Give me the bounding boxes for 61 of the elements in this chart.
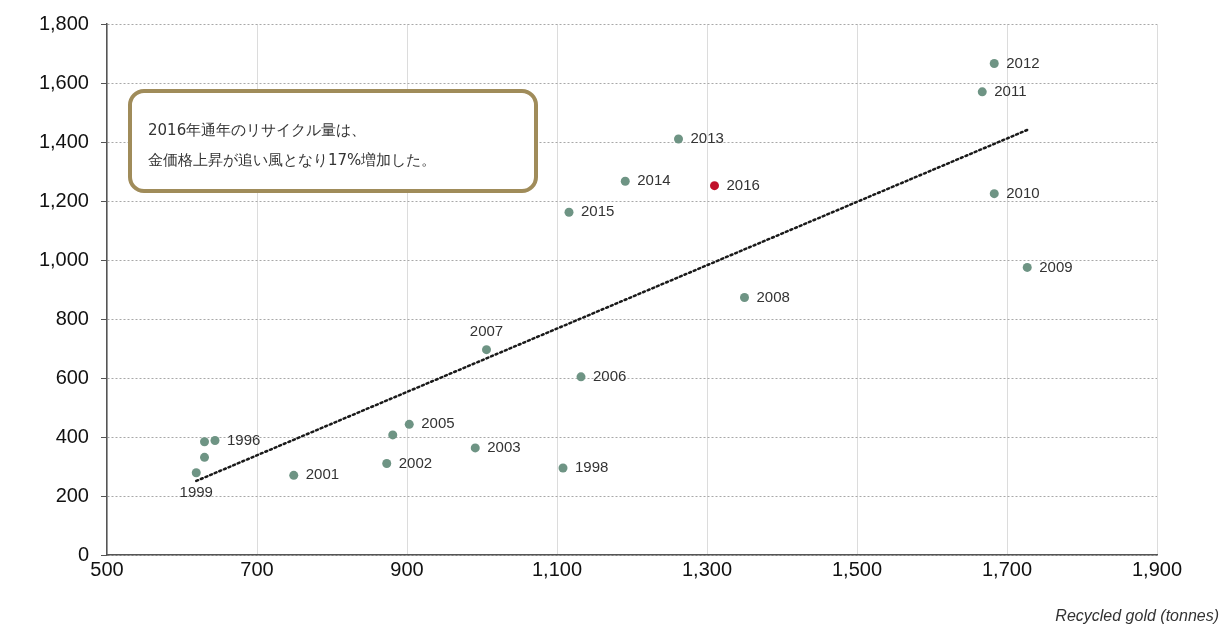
point [1022,262,1032,272]
annotation: 1999 [179,482,213,500]
y-tick-label: 1,600 [38,70,89,93]
point [576,372,586,382]
y-tick-label: 200 [55,483,89,506]
annotation: 2007 [469,321,504,339]
y-tick-label: 1,400 [38,129,89,152]
point [388,430,398,440]
annotation: 2009 [1039,257,1073,275]
annotation: 2010 [1006,183,1040,201]
annotation: 2012 [1006,53,1040,71]
x-tick-label: 700 [240,557,274,580]
point [977,87,987,97]
annotation: 2008 [756,287,790,305]
annotation: 2016年通年のリサイクル量は、 [148,120,368,141]
point [404,419,414,429]
y-tick-label: 1,800 [38,11,89,34]
annotation: 2011 [994,81,1027,99]
annotation: 2013 [690,129,724,147]
y-tick-label: 400 [55,424,89,447]
y-tick-label: 1,000 [38,247,89,270]
annotation: 2003 [487,438,521,456]
annotation: 2015 [581,202,615,220]
point [564,207,574,217]
x-tick-label: 1,500 [831,557,883,580]
point [200,437,209,447]
x-tick-label: 1,900 [1131,557,1183,580]
x-axis-title: Recycled gold (tonnes) [1055,607,1219,625]
annotation: 1996 [227,430,261,448]
point [482,345,491,355]
point [710,181,719,191]
x-tick-label: 1,100 [531,557,583,580]
callout-box: 2016年通年のリサイクル量は、 金価格上昇が追い風となり17%増加した。 [128,89,538,193]
point [382,459,392,469]
point [470,443,480,453]
annotation: 金価格上昇が追い風となり17%増加した。 [148,150,438,171]
y-tick-label: 0 [77,542,89,565]
point [989,59,999,69]
point [989,189,999,199]
annotation: 1998 [575,458,609,476]
point [558,463,568,473]
point [289,470,299,480]
point [674,134,683,144]
annotation: 2006 [593,366,627,384]
point [200,452,209,462]
annotation: 2014 [637,171,671,189]
y-tick-label: 600 [55,365,89,388]
point [210,436,220,446]
x-tick-label: 900 [390,557,424,580]
point [740,292,749,302]
x-tick-label: 1,300 [681,557,733,580]
x-tick-label: 1,700 [981,557,1033,580]
annotation: 2005 [421,414,455,432]
y-tick-label: 1,200 [38,188,89,211]
point [620,176,630,186]
y-tick-label: 800 [55,306,89,329]
annotation: 2002 [398,453,433,471]
annotation: 2001 [305,465,340,483]
x-tick-label: 500 [90,557,124,580]
point [191,468,201,478]
annotation: 2016 [726,175,760,193]
